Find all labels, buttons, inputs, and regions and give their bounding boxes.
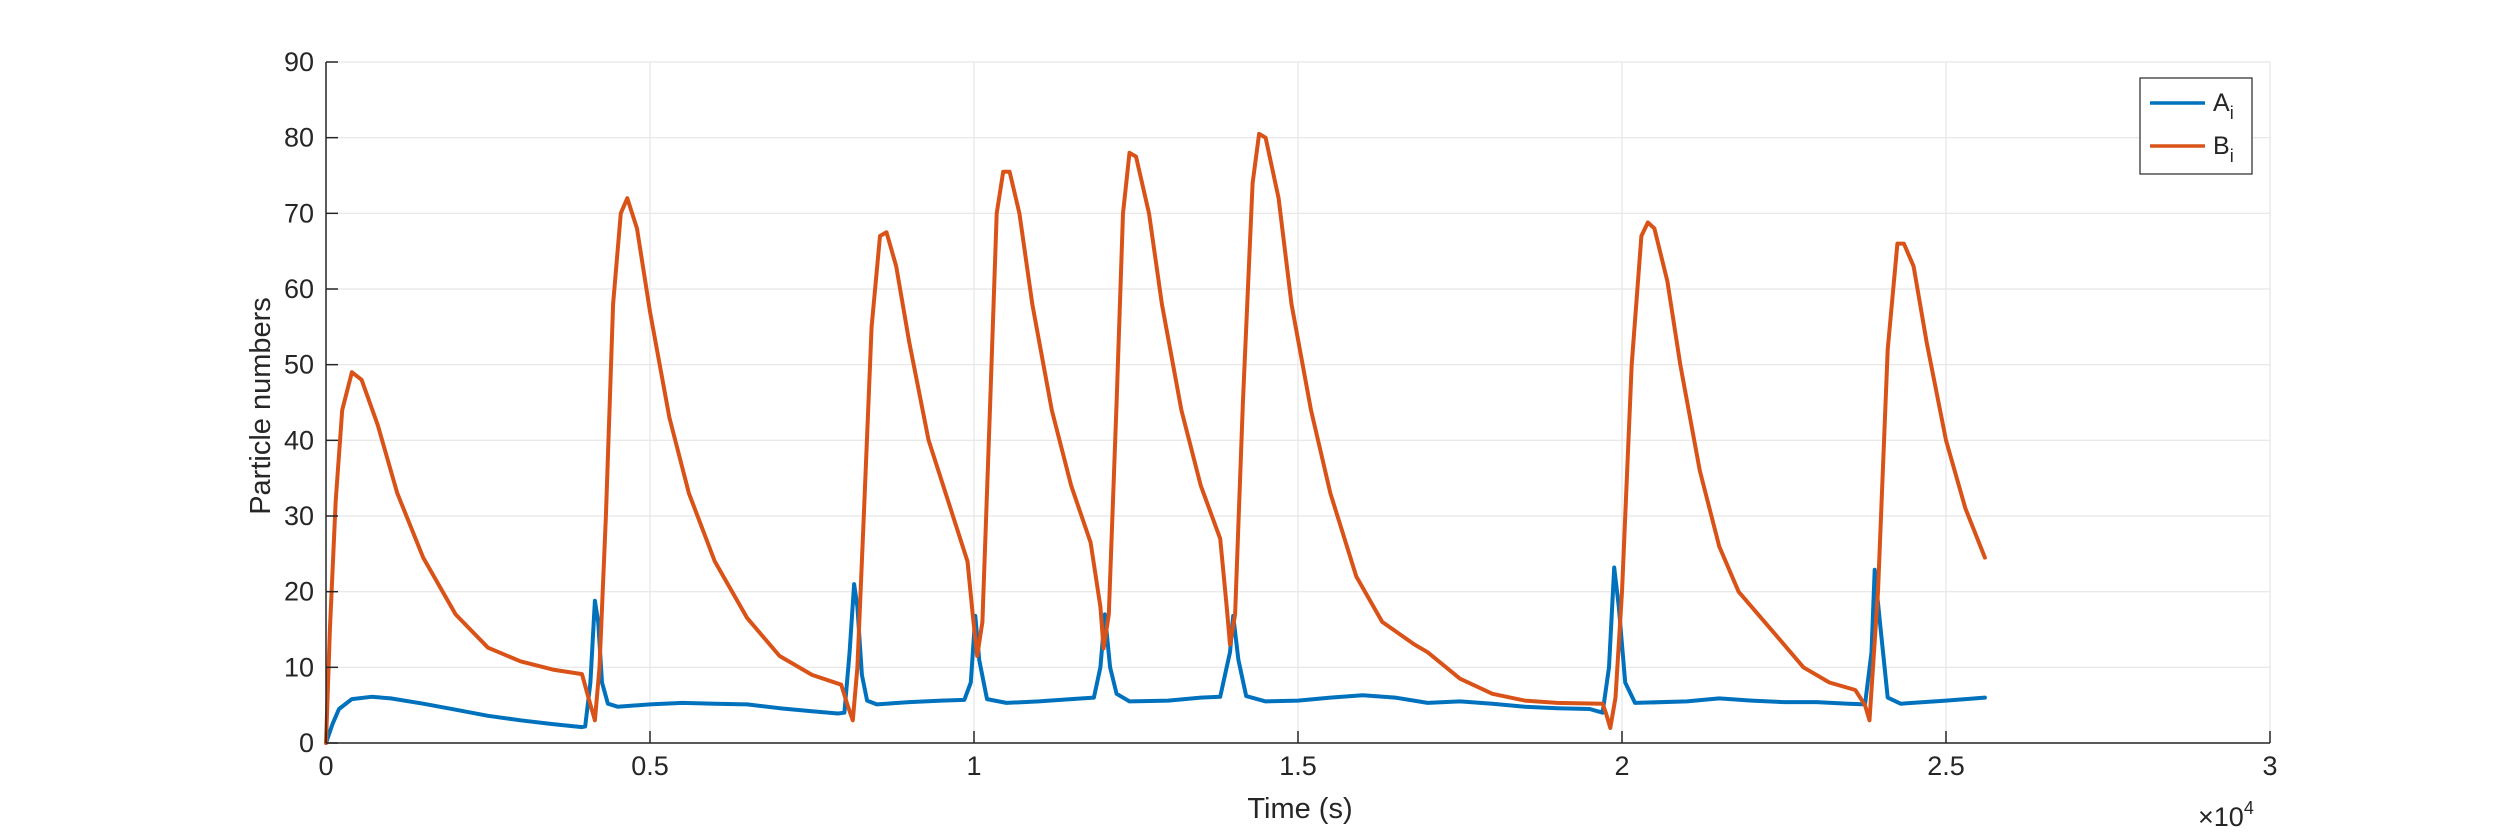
x-tick-label: 0 (318, 751, 333, 781)
series-lines (324, 131, 1987, 745)
x-tick-label: 0.5 (631, 751, 669, 781)
x-tick-label: 3 (2262, 751, 2277, 781)
legend: Ai Bi (2139, 77, 2253, 175)
series-line-b (324, 131, 1987, 745)
svg-text:×104: ×104 (2198, 798, 2254, 832)
y-tick-label: 10 (284, 652, 314, 682)
y-tick-label: 40 (284, 425, 314, 455)
y-tick-label: 30 (284, 501, 314, 531)
x-exponent-base: ×10 (2198, 802, 2244, 832)
y-tick-label: 50 (284, 350, 314, 380)
y-tick-label: 0 (299, 728, 314, 758)
x-tick-label: 2.5 (1927, 751, 1965, 781)
axes (325, 61, 2271, 744)
x-axis-label: Time (s) (1247, 793, 1352, 825)
grid-lines (325, 61, 2271, 744)
legend-subscript-a: i (2230, 103, 2234, 123)
y-tick-label: 80 (284, 123, 314, 153)
legend-box (2139, 77, 2253, 175)
legend-label-b: B (2213, 132, 2230, 160)
x-tick-label: 2 (1614, 751, 1629, 781)
x-exponent-label: ×104 (2198, 798, 2254, 832)
y-tick-label: 60 (284, 274, 314, 304)
y-tick-label: 90 (284, 47, 314, 77)
x-exponent-power: 4 (2244, 798, 2254, 818)
y-tick-label: 20 (284, 577, 314, 607)
svg-text:Bi: Bi (2213, 132, 2234, 166)
legend-item-b: Bi (2150, 132, 2234, 166)
legend-label-a: A (2213, 89, 2230, 117)
x-tick-label: 1 (966, 751, 981, 781)
legend-item-a: Ai (2150, 89, 2234, 123)
legend-subscript-b: i (2230, 146, 2234, 166)
svg-text:Ai: Ai (2213, 89, 2234, 123)
y-axis-label: Particle numbers (245, 297, 277, 515)
series-line-a (324, 565, 1987, 745)
x-tick-label: 1.5 (1279, 751, 1317, 781)
y-tick-label: 70 (284, 198, 314, 228)
